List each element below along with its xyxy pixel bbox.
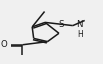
Text: O: O: [1, 40, 7, 49]
Text: H: H: [77, 30, 83, 39]
Text: N: N: [76, 20, 83, 29]
Text: S: S: [58, 20, 64, 29]
